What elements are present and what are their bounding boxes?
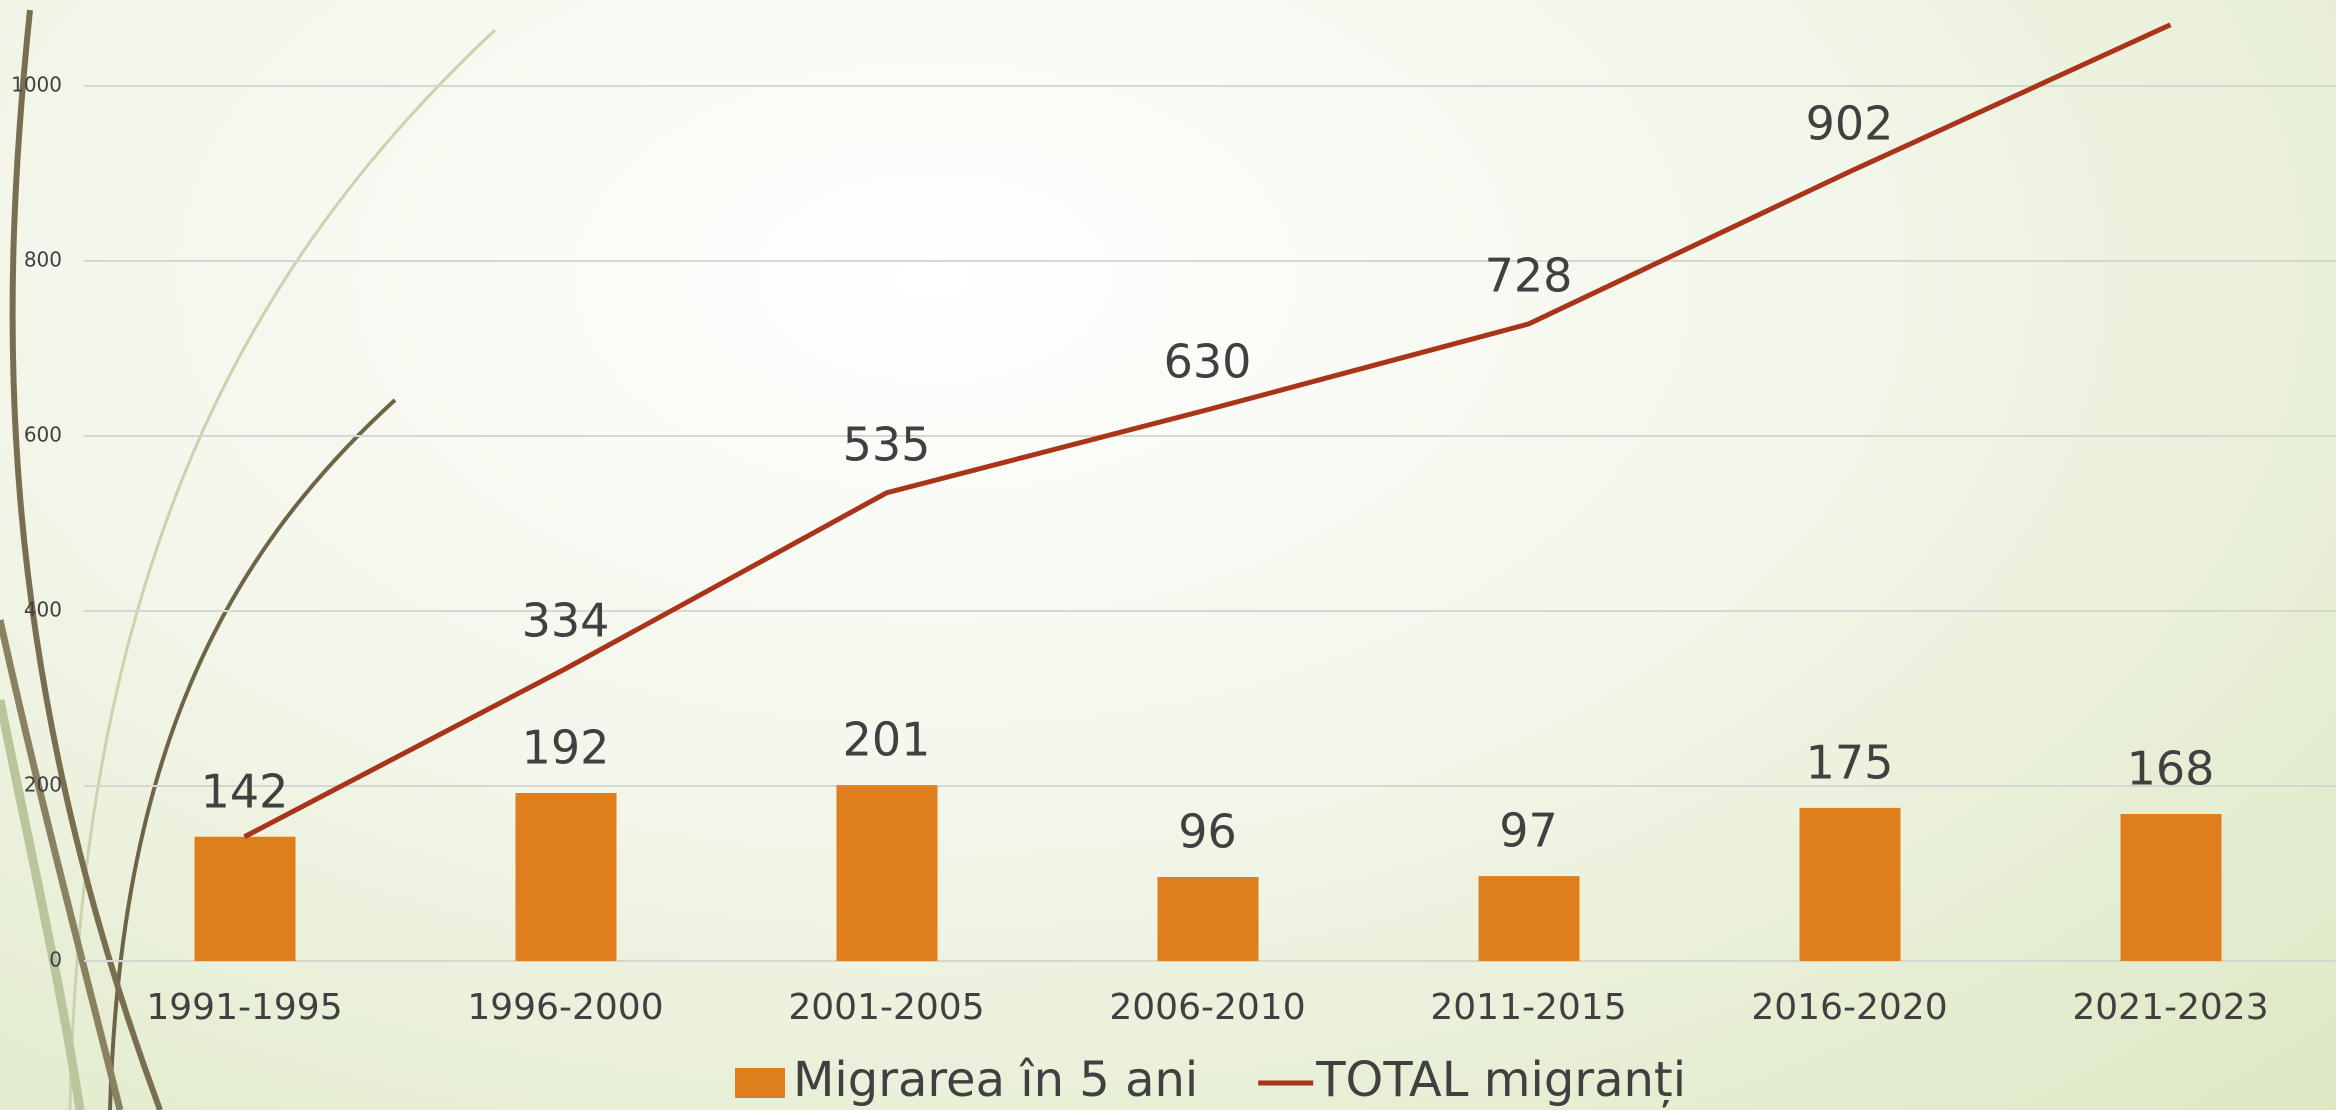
data-label: 96 — [1178, 805, 1237, 859]
data-label: 168 — [2127, 742, 2215, 796]
data-label: 142 — [201, 764, 289, 818]
data-label: 334 — [522, 593, 610, 647]
data-label: 902 — [1806, 96, 1894, 150]
data-label: 630 — [1164, 334, 1252, 388]
x-tick-label: 2011-2015 — [1430, 987, 1626, 1028]
bar — [1158, 877, 1259, 961]
deco-curve — [13, 10, 160, 1110]
x-tick-label: 2016-2020 — [1751, 987, 1947, 1028]
data-label: 201 — [843, 713, 931, 767]
data-label: 97 — [1499, 804, 1558, 858]
y-tick-label: 1000 — [11, 73, 62, 97]
x-tick-label: 2006-2010 — [1109, 987, 1305, 1028]
data-label: 728 — [1485, 249, 1573, 303]
x-tick-label: 1996-2000 — [467, 987, 663, 1028]
data-label: 535 — [843, 417, 931, 471]
x-tick-label: 1991-1995 — [146, 987, 342, 1028]
page: 0 200 400 600 800 1000 1991-1995 1996-2000 2001-… — [0, 0, 2336, 1110]
legend-label: TOTAL migranți — [1315, 1052, 1686, 1108]
y-tick-label: 400 — [24, 598, 62, 622]
bar — [1479, 876, 1580, 961]
deco-curve — [0, 620, 120, 1110]
data-label: 175 — [1806, 735, 1894, 789]
bar — [1800, 808, 1901, 961]
legend-label: Migrarea în 5 ani — [793, 1052, 1198, 1108]
legend-swatch — [735, 1068, 785, 1098]
x-tick-label: 2021-2023 — [2072, 987, 2268, 1028]
bar — [2121, 814, 2222, 961]
y-tick-label: 800 — [24, 248, 62, 272]
chart: 0 200 400 600 800 1000 1991-1995 1996-2000 2001-… — [0, 0, 2336, 1110]
data-label: 192 — [522, 721, 610, 775]
y-tick-label: 600 — [24, 423, 62, 447]
bar — [516, 793, 617, 961]
x-tick-label: 2001-2005 — [788, 987, 984, 1028]
bar — [837, 785, 938, 961]
bar — [195, 837, 296, 961]
y-tick-label: 0 — [49, 948, 62, 972]
y-tick-label: 200 — [24, 773, 62, 797]
